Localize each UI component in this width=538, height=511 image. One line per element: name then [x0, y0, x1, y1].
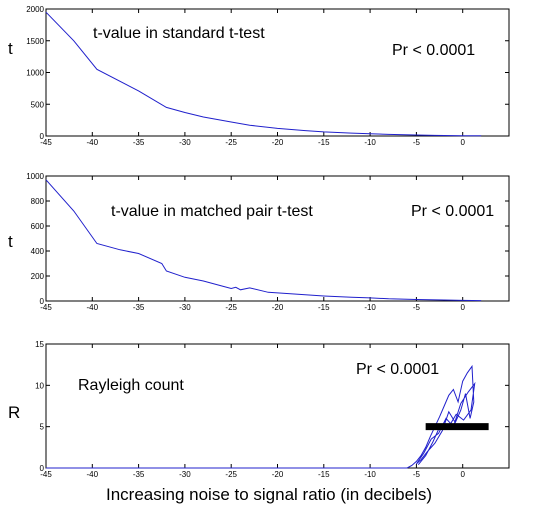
panel-3-xtick-label: -10 [364, 470, 376, 479]
panel-2-xtick-label: -30 [179, 303, 191, 312]
panel-3-xtick-label: -25 [225, 470, 237, 479]
panel-2-ytick-label: 200 [31, 272, 45, 281]
panel-2-xtick-label: 0 [460, 303, 465, 312]
panel-1-ytick-label: 1000 [26, 69, 44, 78]
panel-1-ytick-label: 0 [40, 132, 45, 141]
panel-3-xtick-label: -5 [413, 470, 421, 479]
panel-2-annotation: Pr < 0.0001 [411, 203, 494, 220]
panel-2-series-line [45, 179, 482, 302]
panel-3-ytick-label: 10 [35, 381, 44, 390]
panel-1-xtick-label: -30 [179, 138, 191, 147]
panel-3-xtick-label: 0 [460, 470, 465, 479]
panel-1-xtick-label: -20 [272, 138, 284, 147]
panel-1-xtick-label: -45 [40, 138, 52, 147]
panel-1-xtick-label: -10 [364, 138, 376, 147]
panel-3-y-axis-label: R [8, 403, 20, 422]
panel-3-xtick-label: -30 [179, 470, 191, 479]
panel-2-xtick-label: -45 [40, 303, 52, 312]
panel-3-xtick-label: -45 [40, 470, 52, 479]
panel-3-annotation: Pr < 0.0001 [356, 361, 439, 378]
panel-2-xtick-label: -5 [413, 303, 421, 312]
panel-3-ytick-label: 0 [40, 464, 45, 473]
panel-2-ytick-label: 400 [31, 247, 45, 256]
panel-1-xtick-label: -40 [87, 138, 99, 147]
panel-1-annotation: Pr < 0.0001 [392, 42, 475, 59]
panel-2-xtick-label: -40 [87, 303, 99, 312]
panel-1-xtick-label: -5 [413, 138, 421, 147]
panel-3-series-line [46, 364, 476, 469]
panel-2-ytick-label: 800 [31, 197, 45, 206]
panel-2-ytick-label: 600 [31, 222, 45, 231]
panel-1-series-line [45, 11, 482, 137]
panel-3-xtick-label: -20 [272, 470, 284, 479]
panel-2-ytick-label: 1000 [26, 172, 44, 181]
panel-1-xtick-label: -35 [133, 138, 145, 147]
panel-1-annotation: t-value in standard t-test [93, 25, 265, 42]
panel-1-y-axis-label: t [8, 39, 13, 58]
panel-2-annotation: t-value in matched pair t-test [111, 203, 313, 220]
panel-2-xtick-label: -25 [225, 303, 237, 312]
x-axis-label: Increasing noise to signal ratio (in dec… [105, 485, 432, 504]
panel-3-xtick-label: -35 [133, 470, 145, 479]
panel-1-xtick-label: -15 [318, 138, 330, 147]
panel-2-xtick-label: -15 [318, 303, 330, 312]
panel-1-ytick-label: 2000 [26, 5, 44, 14]
panel-3-annotation: Rayleigh count [78, 377, 184, 394]
panel-1-ytick-label: 1500 [26, 37, 44, 46]
panel-2-ytick-label: 0 [40, 297, 45, 306]
panel-2-xtick-label: -35 [133, 303, 145, 312]
panel-3-ytick-label: 5 [40, 423, 45, 432]
panel-1-ytick-label: 500 [31, 100, 45, 109]
panel-2-frame [45, 175, 510, 302]
panel-2-xtick-label: -20 [272, 303, 284, 312]
panel-3-xtick-label: -15 [318, 470, 330, 479]
panel-1-xtick-label: 0 [460, 138, 465, 147]
panel-3-frame [45, 343, 510, 469]
panel-2-xtick-label: -10 [364, 303, 376, 312]
panel-3-ytick-label: 15 [35, 340, 44, 349]
panel-2-y-axis-label: t [8, 232, 13, 251]
panel-3-xtick-label: -40 [87, 470, 99, 479]
panel-1-xtick-label: -25 [225, 138, 237, 147]
